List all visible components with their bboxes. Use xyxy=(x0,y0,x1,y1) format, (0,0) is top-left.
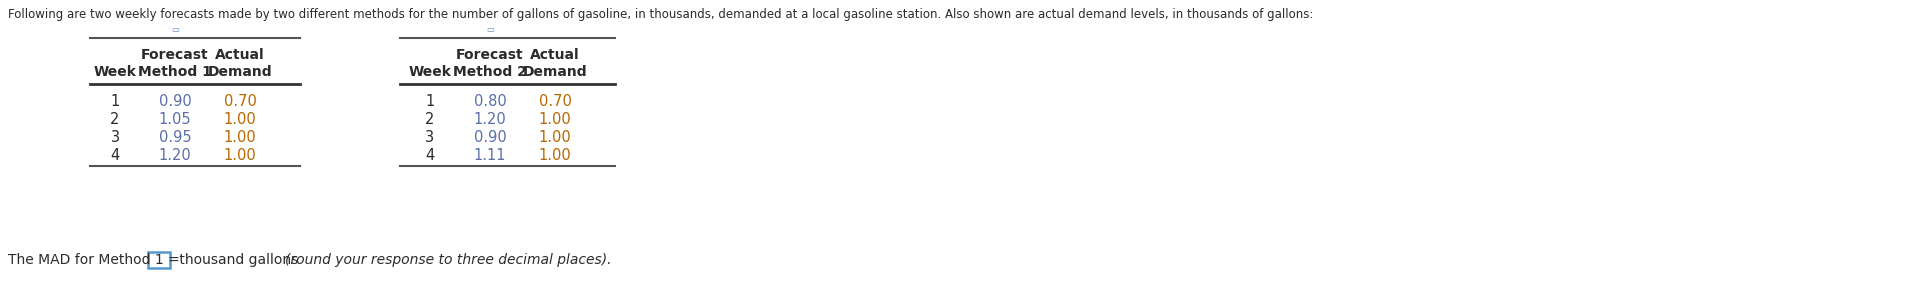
Text: 1.00: 1.00 xyxy=(224,148,257,163)
Text: 3: 3 xyxy=(111,131,119,145)
Text: (round your response to three decimal places).: (round your response to three decimal pl… xyxy=(286,253,612,267)
Text: thousand gallons: thousand gallons xyxy=(175,253,303,267)
Text: 1.00: 1.00 xyxy=(539,113,572,128)
Text: Forecast: Forecast xyxy=(142,48,209,62)
Text: 0.90: 0.90 xyxy=(474,131,506,145)
Text: 0.90: 0.90 xyxy=(159,95,192,110)
Text: 4: 4 xyxy=(111,148,119,163)
Text: 1.00: 1.00 xyxy=(224,113,257,128)
Text: 2: 2 xyxy=(426,113,435,128)
Text: 1.11: 1.11 xyxy=(474,148,506,163)
Text: ▭: ▭ xyxy=(171,26,178,35)
Text: 1.00: 1.00 xyxy=(224,131,257,145)
Text: 0.70: 0.70 xyxy=(539,95,572,110)
Text: Demand: Demand xyxy=(524,65,587,79)
Text: 3: 3 xyxy=(426,131,435,145)
Text: Following are two weekly forecasts made by two different methods for the number : Following are two weekly forecasts made … xyxy=(8,8,1314,21)
Text: 1: 1 xyxy=(426,95,435,110)
Text: 4: 4 xyxy=(426,148,435,163)
Text: Forecast: Forecast xyxy=(456,48,524,62)
Text: 1.00: 1.00 xyxy=(539,148,572,163)
Text: Method 2: Method 2 xyxy=(453,65,527,79)
Text: 0.95: 0.95 xyxy=(159,131,192,145)
Text: 1.20: 1.20 xyxy=(474,113,506,128)
Text: Actual: Actual xyxy=(215,48,265,62)
Text: The MAD for Method 1 =: The MAD for Method 1 = xyxy=(8,253,184,267)
Text: 1: 1 xyxy=(111,95,119,110)
Text: 1.20: 1.20 xyxy=(159,148,192,163)
FancyBboxPatch shape xyxy=(148,252,171,268)
Text: 1.00: 1.00 xyxy=(539,131,572,145)
Text: Week: Week xyxy=(409,65,451,79)
Text: Actual: Actual xyxy=(529,48,579,62)
Text: Demand: Demand xyxy=(207,65,272,79)
Text: 0.80: 0.80 xyxy=(474,95,506,110)
Text: ▭: ▭ xyxy=(485,26,495,35)
Text: 0.70: 0.70 xyxy=(224,95,257,110)
Text: Method 1: Method 1 xyxy=(138,65,211,79)
Text: Week: Week xyxy=(94,65,136,79)
Text: 2: 2 xyxy=(111,113,119,128)
Text: 1.05: 1.05 xyxy=(159,113,192,128)
